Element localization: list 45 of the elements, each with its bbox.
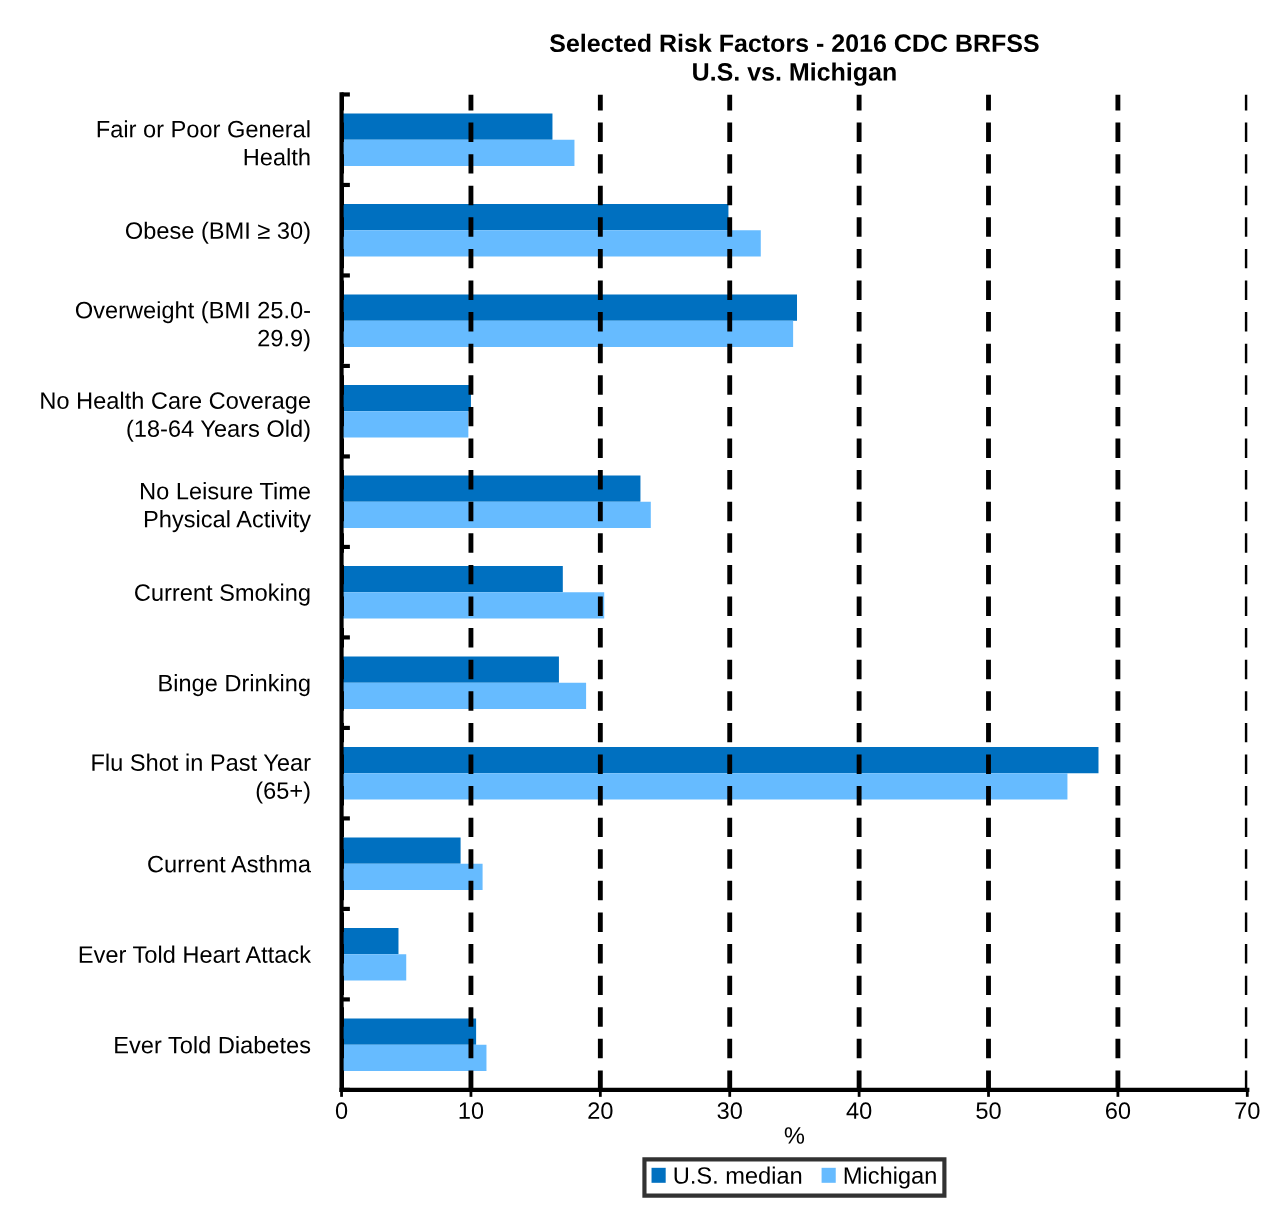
bar bbox=[341, 139, 575, 166]
bar bbox=[341, 501, 651, 528]
bar bbox=[341, 230, 761, 257]
x-tick-label: 60 bbox=[1105, 1102, 1131, 1120]
x-tick-label: 10 bbox=[459, 1102, 484, 1120]
y-tick-label: No Health Care Coverage (18-64 Years Old) bbox=[41, 391, 310, 442]
bar bbox=[341, 863, 483, 890]
y-tick-label: Overweight (BMI 25.0- 29.9) bbox=[75, 301, 310, 352]
bar bbox=[341, 656, 559, 683]
bar bbox=[341, 1044, 487, 1071]
x-tick-label: 40 bbox=[846, 1102, 872, 1120]
y-tick-label: Fair or Poor General Health bbox=[97, 120, 310, 166]
bar bbox=[341, 954, 407, 981]
y-tick-label: Binge Drinking bbox=[159, 674, 310, 697]
y-tick-label: Obese (BMI ≥ 30) bbox=[125, 221, 310, 244]
x-tick-label: 70 bbox=[1235, 1102, 1260, 1120]
y-tick-label: Current Smoking bbox=[135, 583, 310, 606]
bar bbox=[341, 682, 587, 709]
bar bbox=[341, 592, 605, 619]
bar bbox=[341, 927, 399, 955]
bar bbox=[341, 1018, 477, 1045]
x-tick-label: 20 bbox=[588, 1102, 613, 1120]
bar bbox=[341, 294, 798, 321]
bar bbox=[341, 113, 553, 140]
bar bbox=[341, 384, 471, 412]
y-tick-label: No Leisure Time Physical Activity bbox=[141, 482, 311, 533]
bar bbox=[341, 475, 641, 502]
x-tick-label: 50 bbox=[976, 1102, 1001, 1120]
bar bbox=[341, 746, 1099, 774]
y-tick-label: Flu Shot in Past Year (65+) bbox=[92, 753, 311, 804]
bar bbox=[341, 320, 794, 347]
legend-label: U.S. median bbox=[674, 1166, 802, 1184]
legend-label: Michigan bbox=[844, 1166, 936, 1189]
bar bbox=[341, 203, 729, 231]
bar bbox=[341, 837, 461, 864]
y-tick-label: Ever Told Diabetes bbox=[115, 1036, 311, 1054]
bar bbox=[341, 565, 563, 593]
x-tick-label: 30 bbox=[717, 1102, 742, 1120]
x-tick-label: 0 bbox=[335, 1102, 348, 1120]
y-tick-label: Ever Told Heart Attack bbox=[79, 945, 312, 963]
bar bbox=[341, 773, 1068, 800]
x-axis-title: % bbox=[784, 1127, 805, 1144]
bar bbox=[341, 411, 469, 438]
y-tick-label: Current Asthma bbox=[148, 855, 311, 873]
chart-title: Selected Risk Factors - 2016 CDC BRFSS U.S. vs. Michigan bbox=[549, 33, 1039, 86]
